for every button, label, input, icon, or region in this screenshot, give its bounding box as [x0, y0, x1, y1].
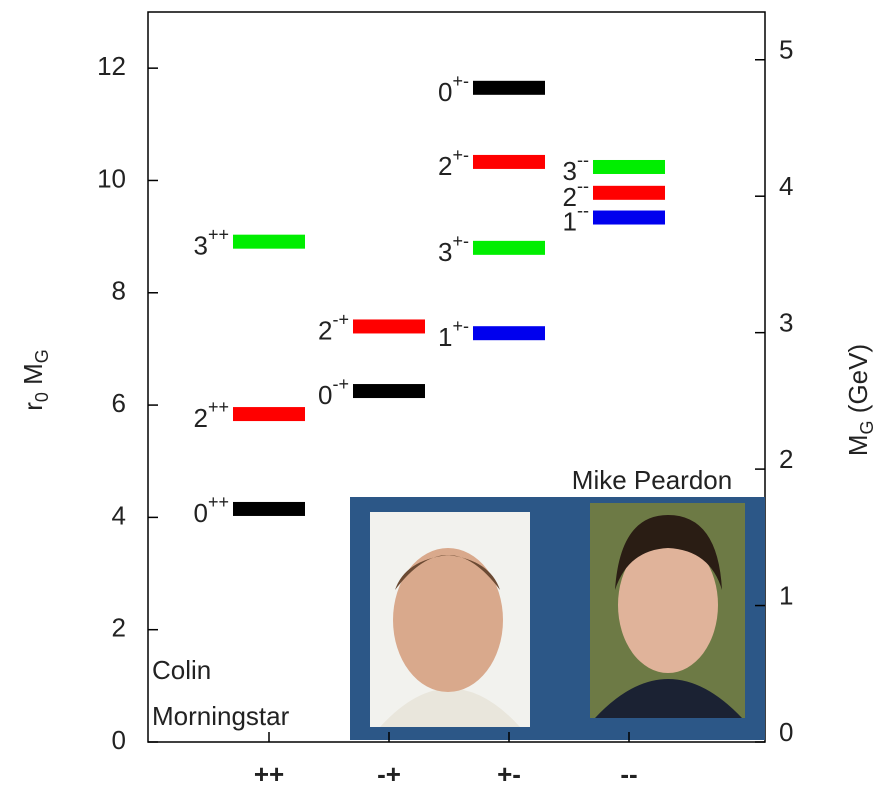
level-bar	[233, 407, 305, 421]
level-bar	[593, 160, 665, 174]
level-bar	[473, 241, 545, 255]
level-label-pc: --	[577, 150, 589, 170]
level-label-pc: --	[577, 176, 589, 196]
level-label-j: 1	[563, 206, 577, 236]
level-label: 2++	[194, 397, 230, 433]
x-tick-label: ++	[254, 759, 284, 785]
level-label: 1+-	[438, 316, 469, 352]
level-label: 0-+	[318, 374, 349, 410]
annotation: Morningstar	[152, 701, 290, 731]
y-tick-label: 6	[112, 388, 126, 418]
axis-label-part: G	[857, 420, 877, 434]
axis-label-part: (GeV)	[843, 344, 873, 421]
annotation: Colin	[152, 655, 211, 685]
y2-tick-label: 5	[779, 35, 793, 65]
level-label-pc: --	[577, 200, 589, 220]
level-label-j: 0	[194, 498, 208, 528]
axis-label-part: 0	[32, 392, 52, 402]
y2-tick-label: 2	[779, 444, 793, 474]
x-tick-label: --	[620, 759, 637, 785]
level-label-j: 0	[318, 380, 332, 410]
level-label-j: 3	[194, 231, 208, 261]
level-bar	[233, 235, 305, 249]
axis-label-part: r	[18, 402, 48, 411]
y2-tick-label: 0	[779, 717, 793, 747]
level-label-j: 0	[438, 77, 452, 107]
level-bar	[593, 186, 665, 200]
level-label: 3++	[194, 224, 230, 260]
chart: Mike Peardon Colin Morningstar 024681012…	[0, 0, 880, 785]
level-label-pc: ++	[208, 397, 229, 417]
level-label-j: 2	[318, 315, 332, 345]
level-label-pc: +-	[452, 316, 469, 336]
y-tick-label: 0	[112, 725, 126, 755]
level-label-pc: +-	[452, 71, 469, 91]
level-label-j: 2	[438, 151, 452, 181]
level-bar	[593, 211, 665, 225]
level-bar	[233, 502, 305, 516]
level-label: 3+-	[438, 231, 469, 267]
level-label-pc: +-	[452, 231, 469, 251]
level-bar	[473, 155, 545, 169]
level-bar	[353, 384, 425, 398]
level-bar	[353, 319, 425, 333]
level-label-pc: +-	[452, 145, 469, 165]
y-tick-label: 4	[112, 500, 126, 530]
level-label: 0++	[194, 492, 230, 528]
level-label: 0+-	[438, 71, 469, 107]
level-label: 2+-	[438, 145, 469, 181]
axis-label-part: M	[843, 434, 873, 456]
y2-tick-label: 3	[779, 308, 793, 338]
axis-label-part: M	[18, 363, 48, 392]
axis-label-part: G	[32, 349, 52, 363]
level-bar	[473, 81, 545, 95]
level-label: 1--	[563, 200, 589, 236]
level-label-j: 3	[438, 237, 452, 267]
level-label-pc: ++	[208, 224, 229, 244]
level-bar	[473, 326, 545, 340]
y2-tick-label: 4	[779, 171, 793, 201]
y-tick-label: 8	[112, 276, 126, 306]
level-label-pc: -+	[332, 374, 349, 394]
level-label-pc: -+	[332, 309, 349, 329]
axis-label: MG (GeV)	[843, 344, 877, 456]
level-label-pc: ++	[208, 492, 229, 512]
axis-label: r0 MG	[18, 349, 52, 411]
x-tick-label: +-	[497, 759, 521, 785]
y-tick-label: 12	[97, 51, 126, 81]
level-label-j: 1	[438, 322, 452, 352]
photo-inset	[350, 497, 765, 740]
y2-tick-label: 1	[779, 580, 793, 610]
y-tick-label: 2	[112, 613, 126, 643]
level-label: 2-+	[318, 309, 349, 345]
x-tick-label: -+	[377, 759, 401, 785]
level-label-j: 2	[194, 403, 208, 433]
y-tick-label: 10	[97, 163, 126, 193]
annotation: Mike Peardon	[572, 465, 732, 495]
